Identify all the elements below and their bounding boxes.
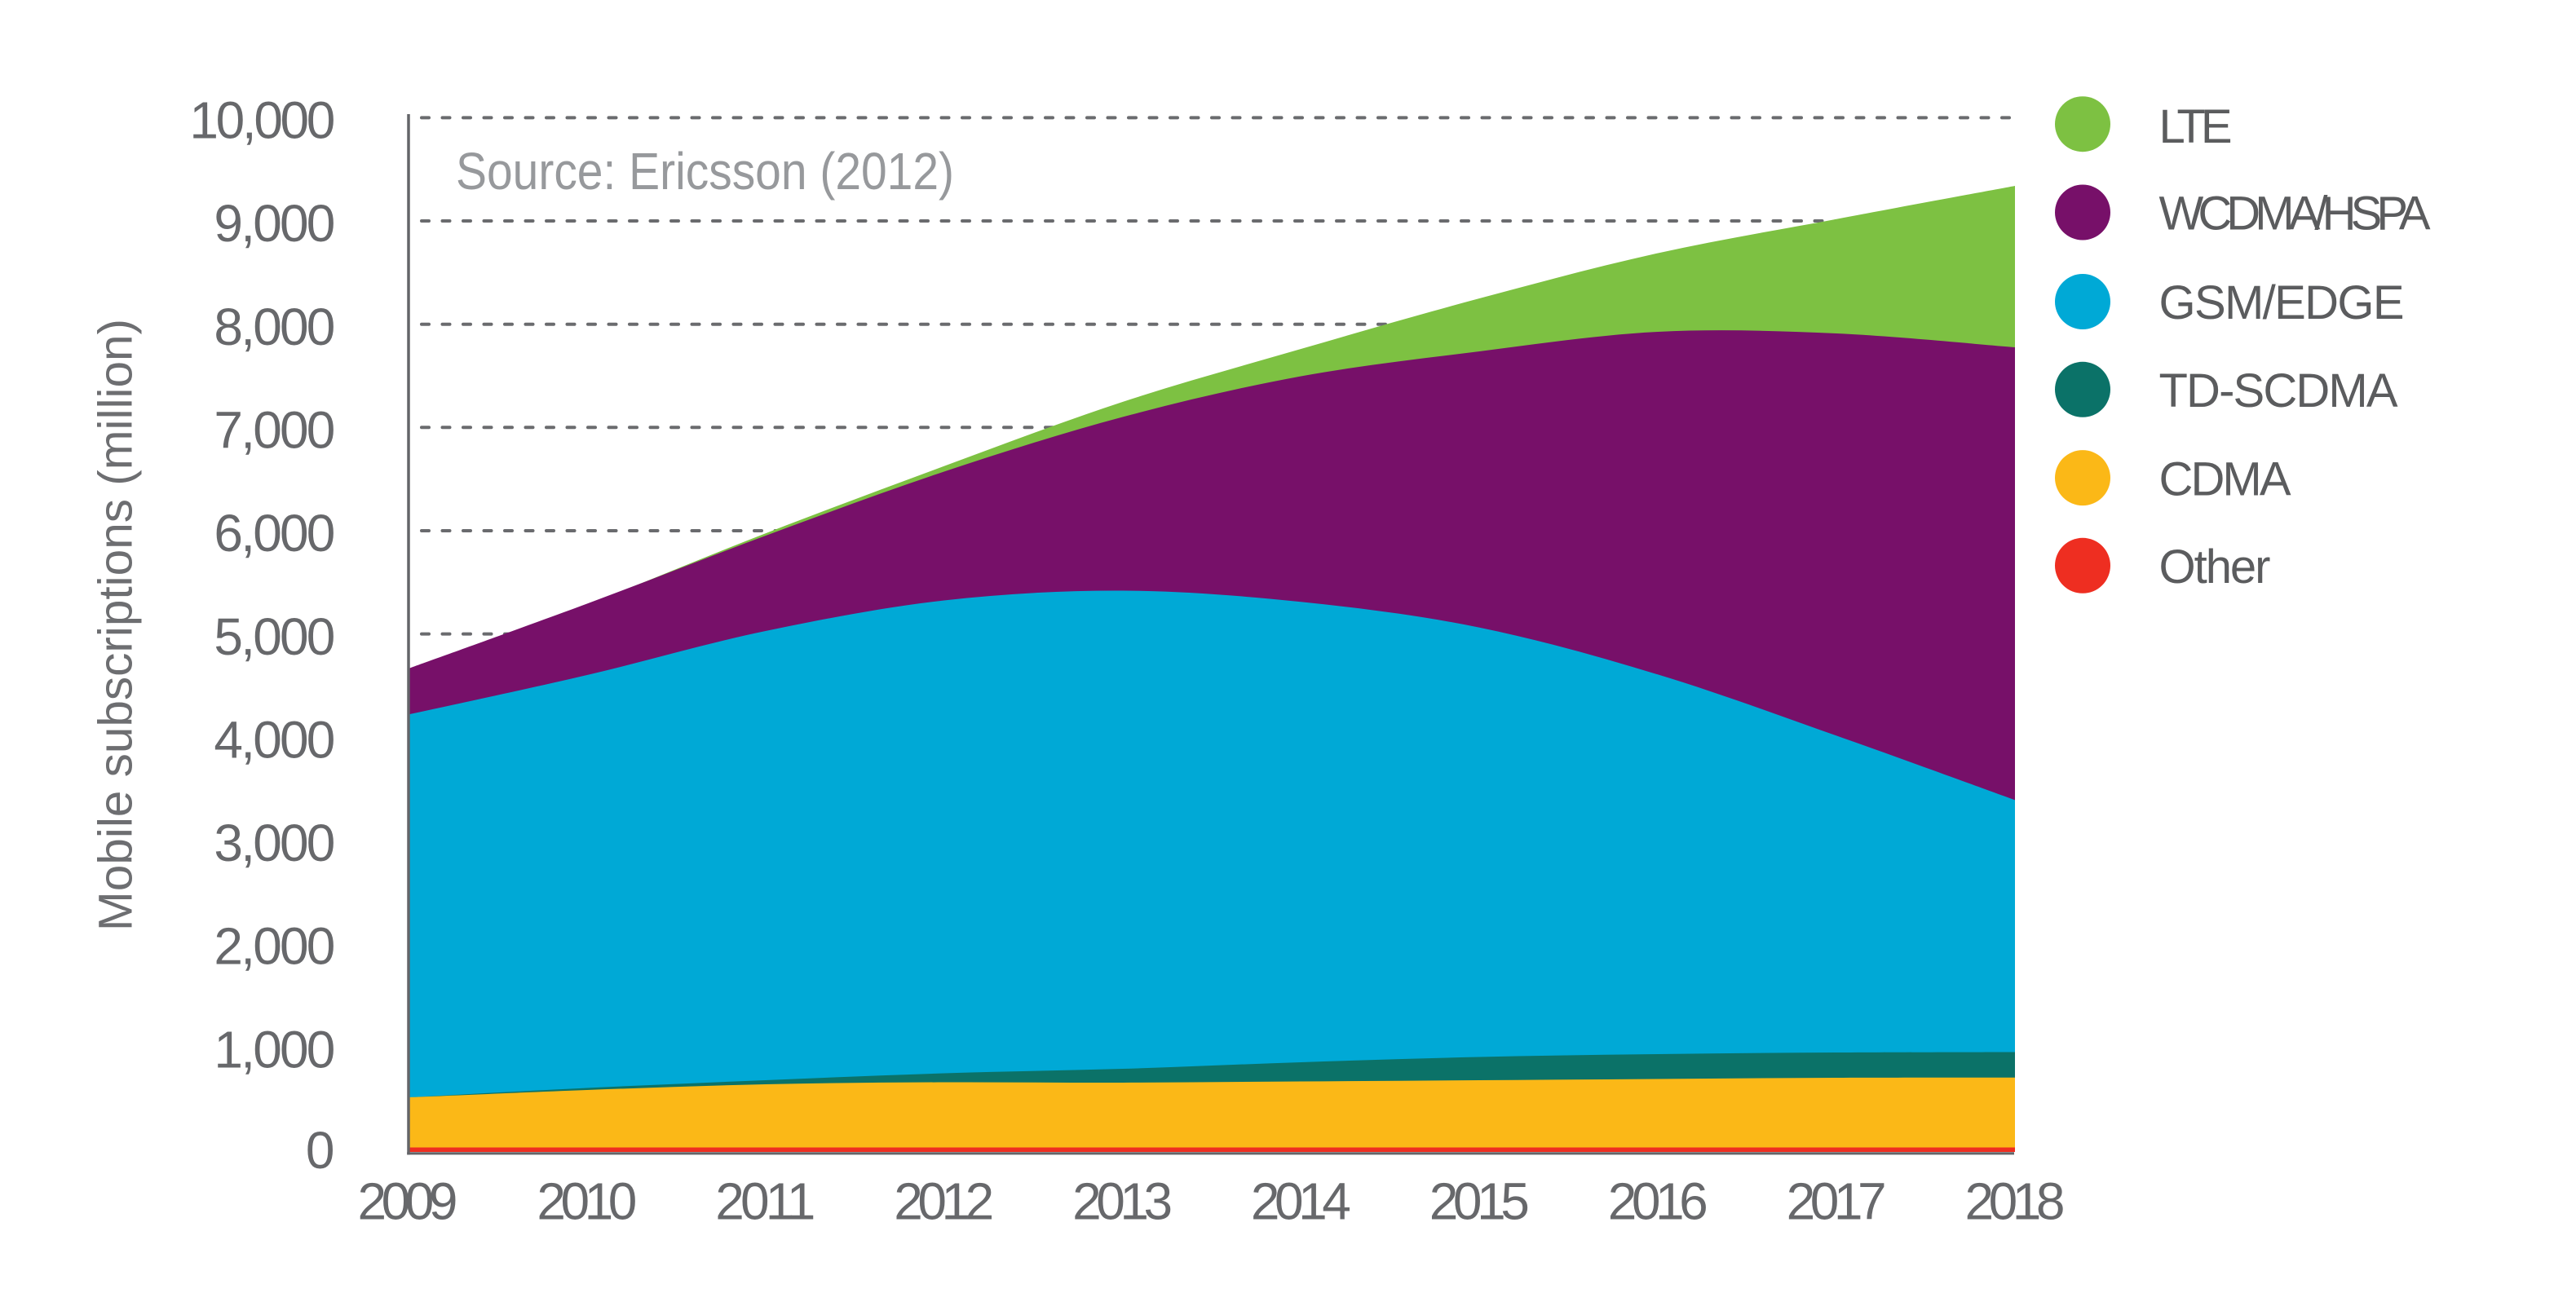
svg-text:LTE: LTE: [2159, 100, 2233, 153]
svg-text:2015: 2015: [1429, 1172, 1530, 1231]
svg-text:10,000: 10,000: [189, 91, 335, 150]
svg-text:Other: Other: [2159, 541, 2271, 594]
svg-text:2009: 2009: [358, 1172, 458, 1231]
svg-text:Mobile subscriptions (million): Mobile subscriptions (million): [90, 319, 143, 931]
svg-text:WCDMA/HSPA: WCDMA/HSPA: [2159, 188, 2431, 240]
svg-text:9,000: 9,000: [214, 194, 335, 253]
svg-text:2012: 2012: [894, 1172, 994, 1231]
svg-text:2017: 2017: [1787, 1172, 1887, 1231]
svg-text:5,000: 5,000: [214, 607, 335, 666]
svg-text:8,000: 8,000: [214, 298, 335, 356]
svg-text:0: 0: [306, 1121, 335, 1180]
svg-text:3,000: 3,000: [214, 814, 335, 872]
svg-text:Source: Ericsson (2012): Source: Ericsson (2012): [456, 142, 954, 201]
svg-text:4,000: 4,000: [214, 710, 335, 769]
svg-text:2014: 2014: [1251, 1172, 1351, 1231]
svg-text:2013: 2013: [1072, 1172, 1173, 1231]
svg-text:CDMA: CDMA: [2159, 452, 2291, 505]
svg-text:6,000: 6,000: [214, 504, 335, 563]
svg-text:TD-SCDMA: TD-SCDMA: [2159, 364, 2398, 417]
svg-text:7,000: 7,000: [214, 401, 335, 460]
svg-text:1,000: 1,000: [214, 1020, 335, 1079]
svg-text:2016: 2016: [1608, 1172, 1708, 1231]
svg-text:GSM/EDGE: GSM/EDGE: [2159, 276, 2405, 329]
svg-text:2011: 2011: [715, 1172, 815, 1231]
svg-text:2018: 2018: [1965, 1172, 2066, 1231]
svg-text:2010: 2010: [537, 1172, 637, 1231]
svg-text:2,000: 2,000: [214, 917, 335, 976]
